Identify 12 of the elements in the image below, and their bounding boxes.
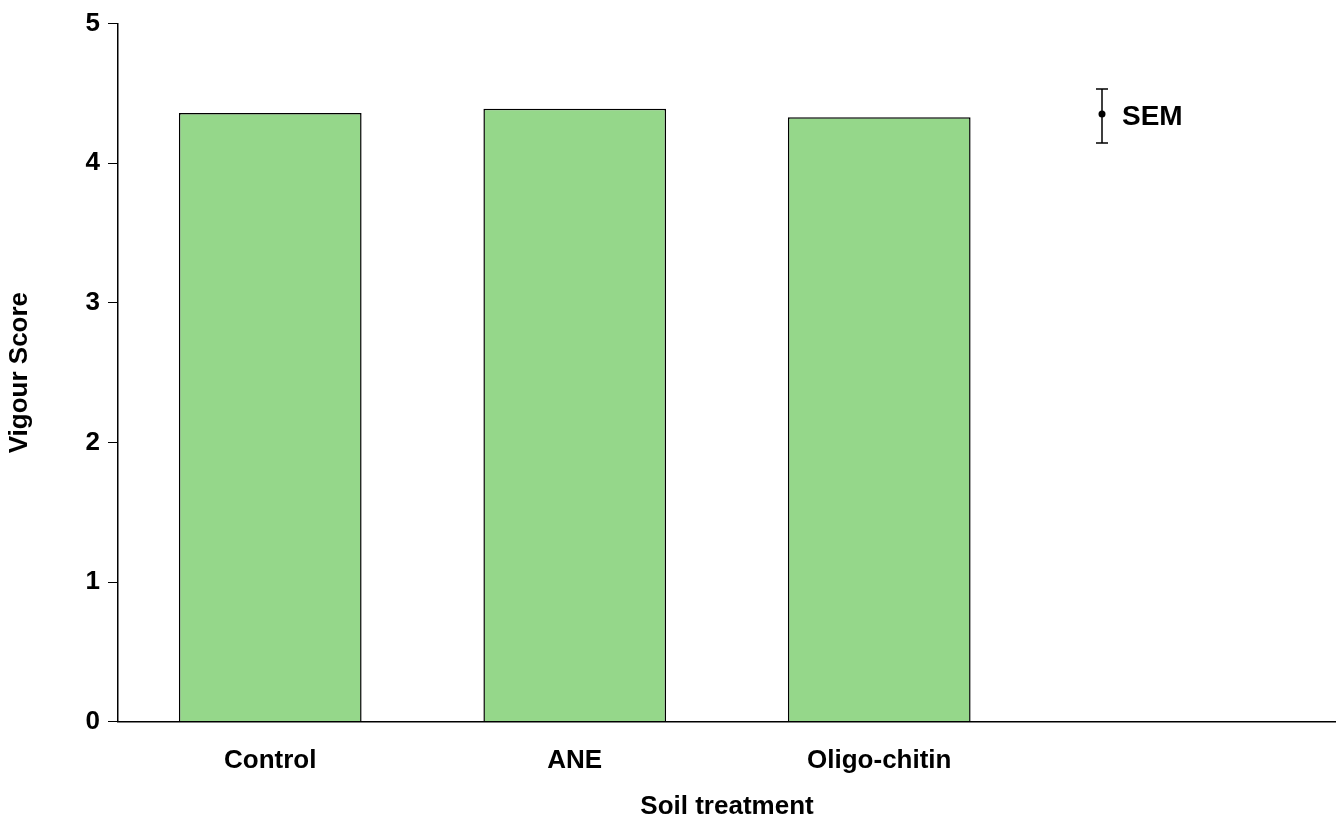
x-tick-label: Oligo-chitin [807, 744, 952, 775]
y-tick-label: 0 [85, 704, 100, 735]
y-tick-label: 1 [85, 565, 100, 596]
x-tick-label: ANE [547, 744, 603, 775]
annotation: SEM [1122, 100, 1183, 132]
y-tick-label: 5 [85, 6, 100, 37]
y-tick-label: 4 [85, 146, 101, 177]
x-tick-label: Control [224, 744, 317, 775]
y-tick-label: 2 [85, 425, 100, 456]
x-axis-title: Soil treatment [640, 789, 815, 820]
y-tick-label: 3 [85, 285, 100, 316]
y-axis-title: Vigour Score [2, 291, 33, 454]
